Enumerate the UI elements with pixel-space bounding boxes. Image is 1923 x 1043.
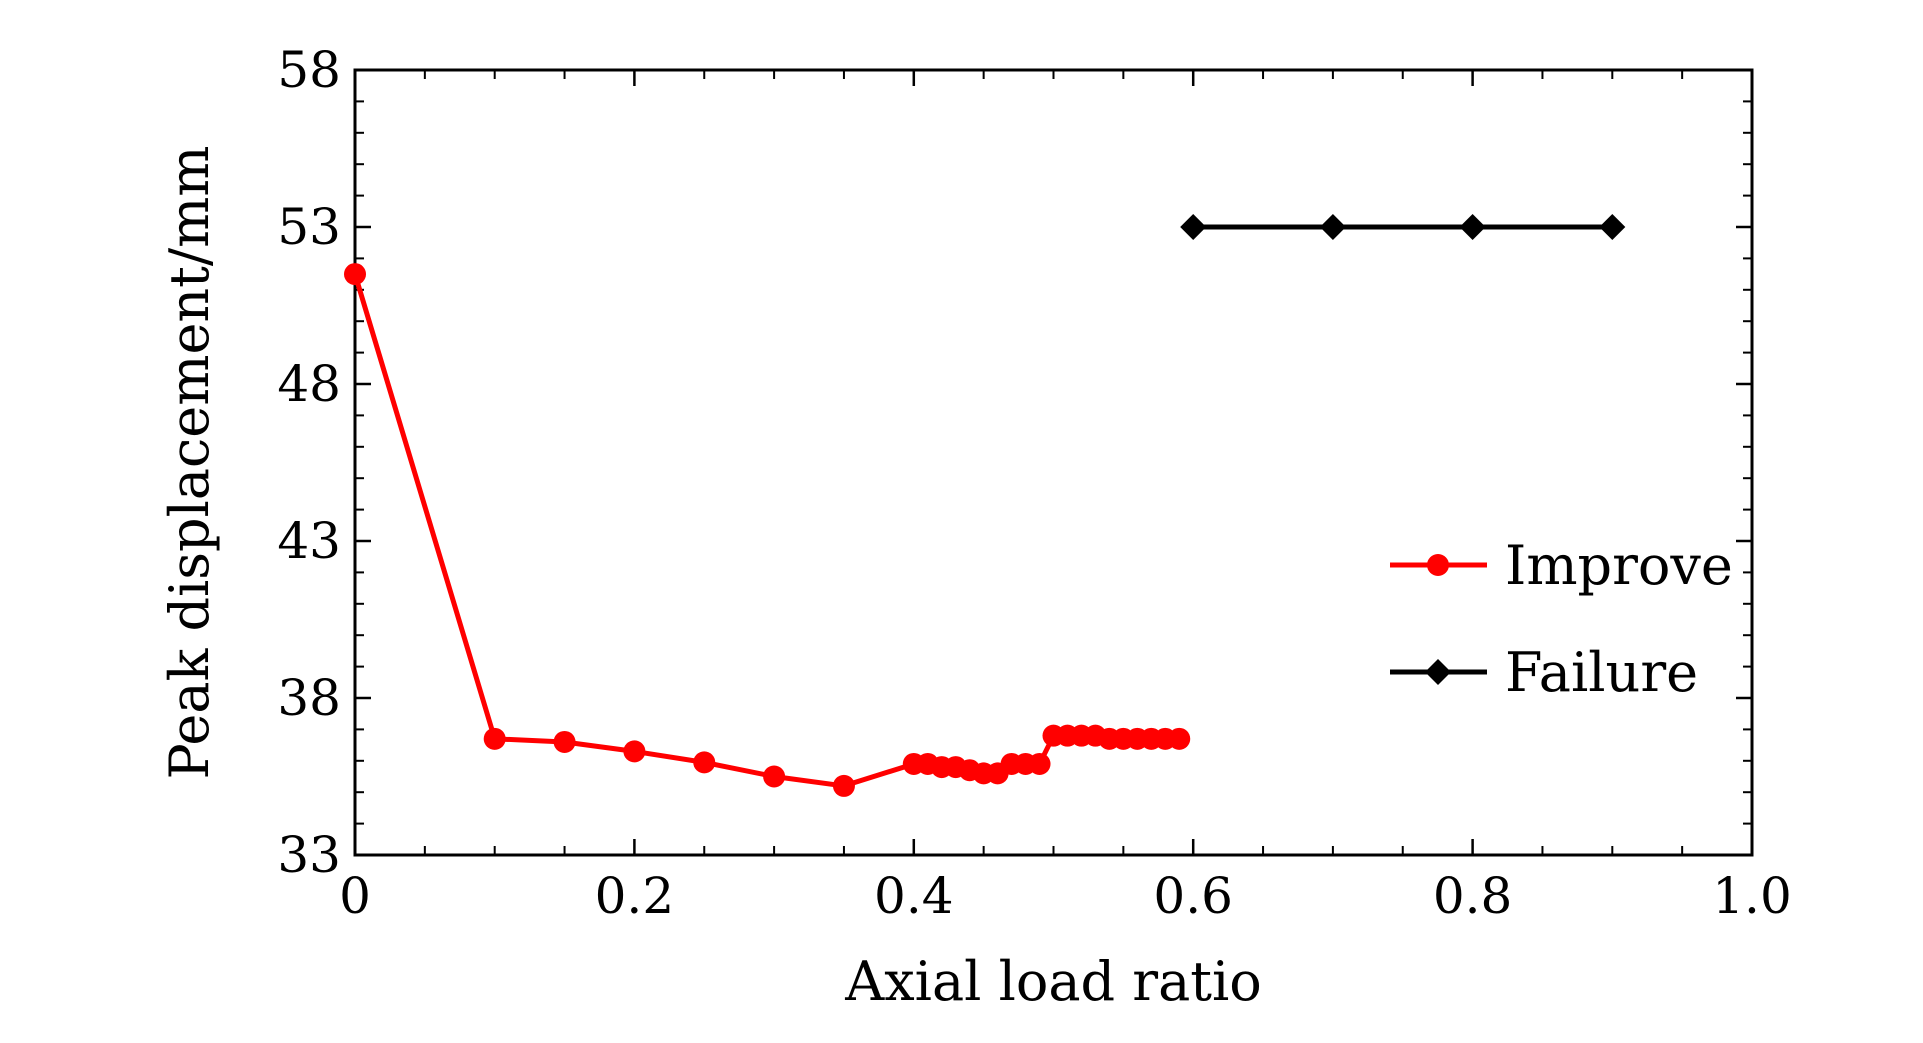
data-point-improve [1028,752,1051,775]
y-tick-label: 48 [277,355,341,413]
legend-marker-improve [1427,554,1449,576]
legend-item-improve: Improve [1390,534,1733,597]
legend-label-improve: Improve [1505,534,1733,597]
data-point-improve [344,263,366,286]
legend-item-failure: Failure [1390,641,1698,704]
data-point-failure [1319,214,1346,240]
y-tick-label: 53 [277,198,341,256]
x-tick-label: 0.6 [1153,867,1233,925]
major-ticks [353,68,1754,857]
y-tick-label: 38 [277,669,341,727]
x-tick-label: 0.8 [1433,867,1513,925]
data-point-failure [1599,214,1626,240]
data-point-failure [1180,214,1207,240]
data-point-improve [553,730,576,753]
x-tick-labels: 0 0.2 0.4 0.6 0.8 1.0 [339,867,1792,925]
y-tick-label: 33 [277,826,341,884]
legend: Improve Failure [1390,534,1733,704]
data-point-improve [763,765,786,788]
data-point-failure [1459,214,1486,240]
data-point-improve [832,774,855,797]
x-tick-label: 0 [339,867,371,925]
y-tick-label: 43 [277,512,341,570]
data-point-improve [483,727,506,750]
minor-ticks [355,70,1752,855]
y-tick-labels: 33 38 43 48 53 58 [277,41,341,884]
x-tick-label: 1.0 [1712,867,1792,925]
y-tick-label: 58 [277,41,341,99]
data-point-improve [623,740,646,763]
series-line-improve [352,273,1180,789]
data-point-improve [1168,727,1191,750]
series-layer [344,214,1626,797]
x-tick-label: 0.2 [595,867,675,925]
x-axis-label: Axial load ratio [844,950,1262,1013]
legend-label-failure: Failure [1505,641,1698,704]
x-tick-label: 0.4 [874,867,954,925]
y-axis-label: Peak displacement/mm [158,146,221,780]
legend-marker-failure [1425,659,1451,685]
data-point-improve [693,751,716,774]
